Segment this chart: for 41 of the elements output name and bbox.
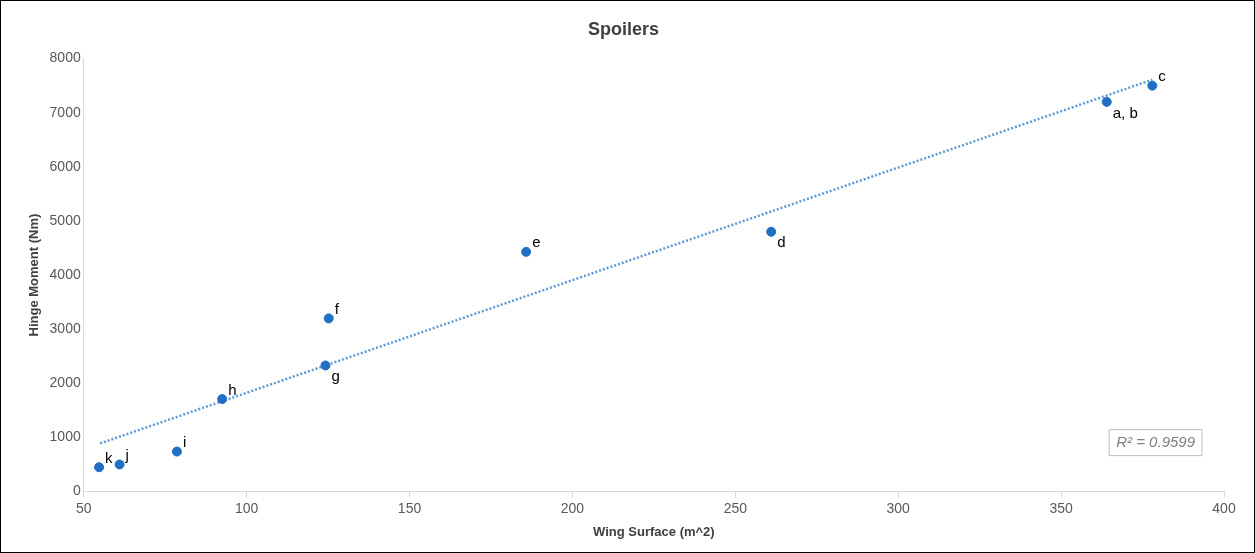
x-tick-label: 100 bbox=[234, 499, 259, 516]
y-tick-label: 4000 bbox=[49, 265, 81, 282]
y-tick-label: 1000 bbox=[49, 428, 81, 445]
annotation: k bbox=[105, 448, 114, 466]
y-tick-label: 0 bbox=[72, 482, 81, 499]
y-axis-title: Hinge Moment (Nm) bbox=[26, 213, 42, 337]
y-tick-label: 3000 bbox=[49, 320, 81, 337]
annotation: c bbox=[1158, 67, 1167, 85]
point bbox=[521, 246, 532, 257]
annotation: f bbox=[334, 300, 340, 318]
annotation: a, b bbox=[1112, 103, 1138, 121]
annotation: d bbox=[777, 233, 786, 251]
y-tick-label: 6000 bbox=[49, 157, 81, 174]
x-tick-label: 350 bbox=[1049, 499, 1073, 516]
y-tick-label: 5000 bbox=[49, 211, 81, 228]
x-axis-title: Wing Surface (m^2) bbox=[593, 523, 715, 539]
annotation: j bbox=[124, 446, 129, 464]
x-tick-label: 300 bbox=[886, 499, 911, 516]
y-tick-label: 8000 bbox=[49, 49, 81, 66]
point bbox=[217, 394, 228, 405]
x-tick-label: 400 bbox=[1212, 499, 1236, 516]
annotation: h bbox=[228, 380, 237, 398]
annotation: g bbox=[331, 367, 340, 385]
point bbox=[766, 226, 777, 237]
point bbox=[323, 313, 334, 324]
x-tick-label: 150 bbox=[397, 499, 422, 516]
point bbox=[114, 459, 125, 470]
point bbox=[171, 446, 182, 457]
chart-title: Spoilers bbox=[587, 18, 660, 39]
x-tick-label: 50 bbox=[75, 499, 92, 516]
annotation: e bbox=[532, 233, 541, 251]
y-tick-label: 7000 bbox=[49, 103, 81, 120]
point bbox=[1101, 96, 1112, 107]
annotation: R² = 0.9599 bbox=[1116, 432, 1196, 450]
point bbox=[320, 360, 331, 371]
x-tick-label: 250 bbox=[723, 499, 748, 516]
annotation: i bbox=[182, 433, 187, 451]
x-tick-label: 200 bbox=[560, 499, 585, 516]
y-tick-label: 2000 bbox=[49, 374, 81, 391]
point bbox=[94, 462, 105, 473]
point bbox=[1147, 80, 1158, 91]
